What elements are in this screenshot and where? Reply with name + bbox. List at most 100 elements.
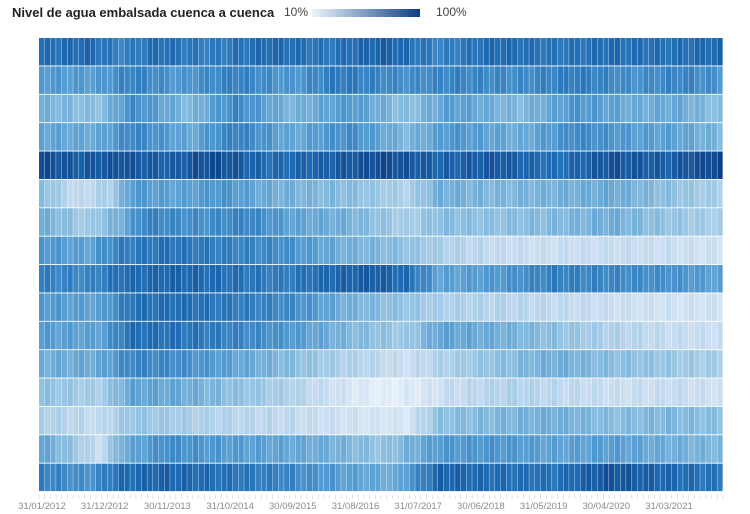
heatmap-cell [78,293,85,321]
heatmap-cell [375,406,381,435]
heatmap-cell [358,66,364,94]
heatmap-cell [455,208,461,236]
heatmap-cell [409,236,415,265]
heatmap-cell [660,321,666,350]
heatmap-cell [153,236,159,265]
heatmap-cell [267,435,273,463]
heatmap-cell [415,208,421,236]
heatmap-cell [477,123,484,151]
heatmap-cell [432,123,438,151]
heatmap-cell [546,293,552,321]
heatmap-cell [626,151,632,179]
heatmap-cell [306,321,313,350]
heatmap-cell [472,265,478,293]
heatmap-cell [512,66,518,94]
heatmap-cell [50,179,56,208]
heatmap-cell [358,38,364,66]
heatmap-cell [506,94,512,123]
heatmap-cell [705,350,712,378]
heatmap-cell [409,321,415,350]
heatmap-cell [249,378,256,406]
heatmap-cell [221,350,227,378]
heatmap-cell [466,463,472,492]
heatmap-cell [204,208,210,236]
heatmap-cell [557,435,564,463]
heatmap-cell [329,463,336,492]
heatmap-cell [700,94,706,123]
heatmap-cell [483,378,489,406]
heatmap-cell [232,463,239,492]
heatmap-cell [569,179,575,208]
heatmap-cell [671,406,678,435]
heatmap-cell [346,293,353,321]
heatmap-cell [181,435,187,463]
heatmap-cell [683,350,689,378]
heatmap-cell [39,179,45,208]
heatmap-cell [78,378,85,406]
heatmap-cell [500,265,507,293]
heatmap-cell [369,435,375,463]
heatmap-cell [187,293,193,321]
heatmap-cell [261,463,267,492]
heatmap-cell [438,350,444,378]
heatmap-cell [477,265,484,293]
heatmap-cell [113,38,119,66]
heatmap-cell [329,94,336,123]
heatmap-cell [329,265,336,293]
heatmap-cell [124,38,130,66]
heatmap-cell [392,94,398,123]
heatmap-cell [660,208,666,236]
heatmap-cell [637,265,643,293]
heatmap-cell [626,435,632,463]
heatmap-cell [261,321,267,350]
heatmap-cell [221,321,227,350]
heatmap-cell [563,66,569,94]
heatmap-cell [175,463,182,492]
heatmap-cell [643,179,649,208]
heatmap-cell [90,151,96,179]
heatmap-cell [158,435,165,463]
heatmap-cell [688,208,695,236]
heatmap-cell [170,378,176,406]
heatmap-cell [529,123,535,151]
heatmap-cell [700,208,706,236]
heatmap-cell [455,236,461,265]
heatmap-cell [255,208,261,236]
heatmap-cell [517,38,524,66]
heatmap-cell [666,151,672,179]
heatmap-cell [249,350,256,378]
heatmap-cell [620,38,626,66]
heatmap-cell [118,123,125,151]
heatmap-cell [192,94,199,123]
heatmap-cell [455,265,461,293]
heatmap-cell [466,208,472,236]
heatmap-cell [449,265,455,293]
heatmap-cell [386,350,393,378]
heatmap-cell [574,94,581,123]
heatmap-cell [130,435,136,463]
heatmap-cell [637,123,643,151]
heatmap-cell [84,463,90,492]
heatmap-cell [409,293,415,321]
heatmap-cell [546,66,552,94]
heatmap-cell [654,38,660,66]
heatmap-cell [113,236,119,265]
heatmap-cell [187,123,193,151]
heatmap-cell [626,123,632,151]
heatmap-cell [472,378,478,406]
heatmap-cell [147,463,153,492]
heatmap-cell [523,236,529,265]
heatmap-cell [210,123,216,151]
heatmap-cell [381,321,387,350]
heatmap-cell [563,208,569,236]
heatmap-cell [84,293,90,321]
heatmap-cell [227,66,233,94]
heatmap-cell [73,321,79,350]
heatmap-cell [249,66,256,94]
heatmap-cell [358,463,364,492]
heatmap-cell [124,463,130,492]
heatmap-cell [96,435,102,463]
heatmap-cell [306,66,313,94]
heatmap-cell [381,265,387,293]
heatmap-cell [540,38,546,66]
